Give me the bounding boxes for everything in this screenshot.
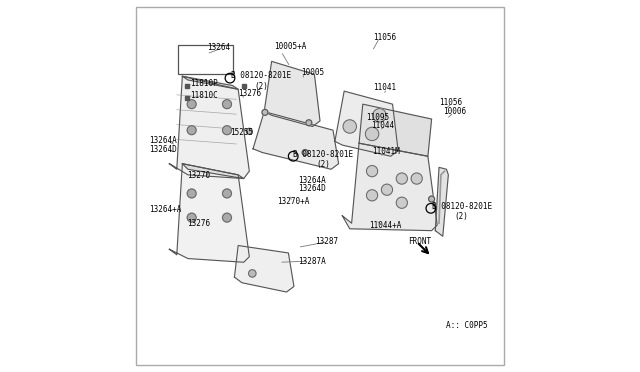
Text: 10006: 10006	[443, 107, 466, 116]
Circle shape	[187, 213, 196, 222]
Text: 13276: 13276	[187, 219, 210, 228]
Circle shape	[302, 150, 308, 155]
Polygon shape	[264, 61, 320, 126]
Text: 11056: 11056	[373, 33, 396, 42]
Circle shape	[262, 109, 268, 115]
Text: 13276: 13276	[238, 89, 261, 97]
Text: 11044: 11044	[371, 121, 394, 130]
Text: 13264A: 13264A	[298, 176, 326, 185]
Circle shape	[223, 126, 232, 135]
Text: 13264D: 13264D	[150, 145, 177, 154]
Polygon shape	[170, 76, 250, 179]
Text: B 08120-8201E
(2): B 08120-8201E (2)	[232, 71, 292, 91]
Text: B 08120-8201E
(2): B 08120-8201E (2)	[293, 150, 353, 169]
Text: 13270+A: 13270+A	[277, 197, 310, 206]
Text: 13287A: 13287A	[298, 257, 325, 266]
Text: 10005: 10005	[301, 68, 324, 77]
Circle shape	[373, 109, 386, 122]
Polygon shape	[234, 246, 294, 292]
Circle shape	[343, 120, 356, 133]
Circle shape	[429, 196, 435, 202]
Text: 11044+A: 11044+A	[369, 221, 402, 230]
Circle shape	[365, 127, 379, 141]
Circle shape	[246, 128, 252, 134]
Bar	[178, 45, 232, 74]
Text: 11810P: 11810P	[191, 79, 218, 88]
Text: 11041M: 11041M	[372, 147, 400, 155]
Text: 15255: 15255	[230, 128, 253, 137]
Circle shape	[187, 100, 196, 109]
Circle shape	[396, 197, 408, 208]
Text: 11041: 11041	[373, 83, 396, 92]
Circle shape	[187, 189, 196, 198]
Circle shape	[367, 190, 378, 201]
Circle shape	[248, 270, 256, 277]
Text: 13264+A: 13264+A	[150, 205, 182, 214]
Circle shape	[223, 213, 232, 222]
Text: A:: C0PP5: A:: C0PP5	[447, 321, 488, 330]
Text: 13264D: 13264D	[298, 185, 326, 193]
Circle shape	[411, 173, 422, 184]
Circle shape	[223, 189, 232, 198]
Polygon shape	[182, 164, 244, 179]
Polygon shape	[170, 164, 250, 262]
Polygon shape	[435, 167, 449, 236]
Circle shape	[223, 100, 232, 109]
Circle shape	[396, 173, 408, 184]
Text: 10005+A: 10005+A	[275, 42, 307, 51]
Text: 13264A: 13264A	[150, 136, 177, 145]
Text: FRONT: FRONT	[408, 237, 431, 246]
Polygon shape	[182, 76, 238, 89]
Polygon shape	[335, 91, 398, 156]
Circle shape	[367, 166, 378, 177]
Polygon shape	[359, 104, 431, 156]
Text: 13264: 13264	[207, 43, 230, 52]
Circle shape	[306, 120, 312, 126]
Circle shape	[187, 126, 196, 135]
Polygon shape	[253, 112, 339, 169]
Text: 11056: 11056	[439, 98, 462, 107]
Text: 11095: 11095	[367, 113, 390, 122]
Text: B 08120-8201E
(2): B 08120-8201E (2)	[431, 202, 492, 221]
Text: 11810C: 11810C	[191, 92, 218, 100]
Circle shape	[381, 184, 392, 195]
Text: 13287: 13287	[316, 237, 339, 246]
Text: 13270: 13270	[187, 171, 211, 180]
Polygon shape	[342, 143, 437, 231]
